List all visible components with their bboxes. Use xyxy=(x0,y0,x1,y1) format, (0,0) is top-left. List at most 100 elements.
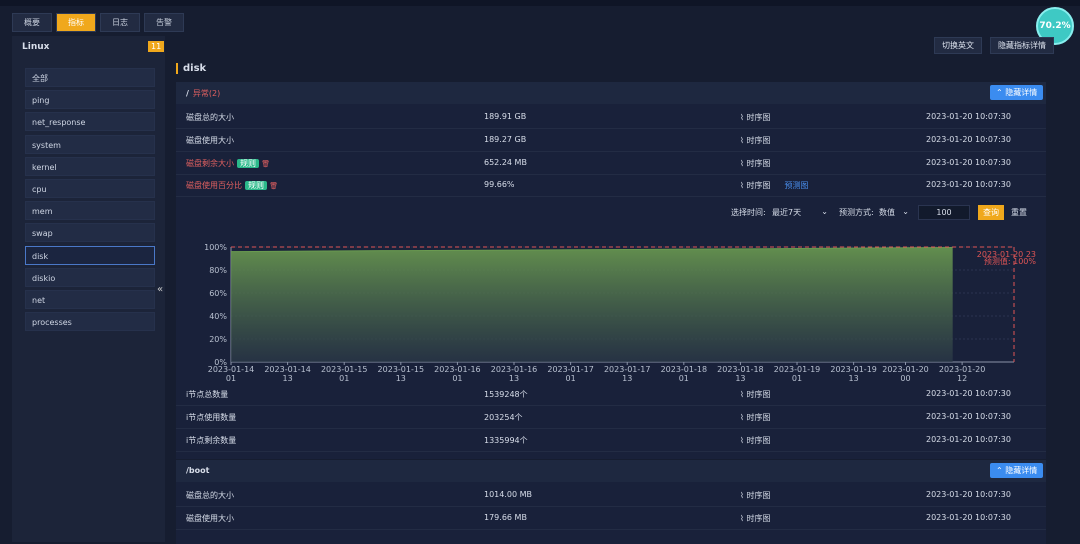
sidebar-item[interactable]: swap xyxy=(25,223,155,243)
link[interactable]: 时序图 xyxy=(746,412,771,422)
row-value: 1335994个 xyxy=(484,435,528,445)
link[interactable]: 时序图 xyxy=(746,181,771,191)
row-bg xyxy=(176,106,1046,129)
link[interactable]: 时序图 xyxy=(746,491,771,500)
row-label: i节点剩余数量 xyxy=(186,435,236,446)
x-tick-label: 2023-01-14 01 xyxy=(208,365,255,383)
row-link: ⌇ 时序图 xyxy=(740,412,770,423)
toggle-button[interactable]: ⌃ 隐藏详情 xyxy=(990,463,1044,478)
row-label: 磁盘使用大小 xyxy=(186,135,234,146)
section-title: disk xyxy=(176,63,206,74)
group-header xyxy=(176,460,1046,482)
link[interactable]: 时序图 xyxy=(746,158,771,168)
label: i节点总数量 xyxy=(186,390,229,399)
x-tick-label: 2023-01-19 01 xyxy=(774,365,821,383)
row-value: 189.27 GB xyxy=(484,134,527,144)
label: 磁盘总的大小 xyxy=(186,113,234,122)
link[interactable]: 时序图 xyxy=(746,435,771,445)
query-button[interactable]: 查询 xyxy=(978,205,1004,220)
y-tick-label: 60% xyxy=(209,289,227,298)
label: 磁盘使用大小 xyxy=(186,135,234,145)
row-label: 磁盘总的大小 xyxy=(186,112,234,123)
select[interactable]: 最近7天 ⌄ xyxy=(772,207,828,217)
annotation-x: 2023-01-20 23 xyxy=(977,250,1036,259)
chart-icon: ⌇ xyxy=(740,513,747,523)
tag[interactable]: 规则 xyxy=(245,181,267,191)
tab[interactable]: 指标 xyxy=(56,13,96,32)
tab[interactable]: 日志 xyxy=(100,13,140,32)
sidebar-item[interactable]: diskio xyxy=(25,267,155,287)
row-time: 2023-01-20 10:07:30 xyxy=(926,512,1011,522)
sidebar-item[interactable]: 全部 xyxy=(25,68,155,87)
tag[interactable]: 规则 xyxy=(237,158,259,168)
y-tick-label: 0% xyxy=(214,358,227,367)
area xyxy=(231,247,953,362)
row-value: 652.24 MB xyxy=(484,157,527,167)
link[interactable]: 时序图 xyxy=(746,135,771,145)
sidebar-item[interactable]: system xyxy=(25,134,155,154)
button[interactable]: 隐藏指标详情 xyxy=(990,37,1054,54)
link[interactable]: 时序图 xyxy=(746,113,771,122)
sidebar-item[interactable]: mem xyxy=(25,201,155,221)
x-tick-label: 2023-01-20 00 xyxy=(882,365,929,383)
name: /boot xyxy=(186,466,210,475)
row-time: 2023-01-20 10:07:30 xyxy=(926,411,1011,421)
chart-icon: ⌇ xyxy=(740,181,747,191)
row-link: ⌇ 时序图 xyxy=(740,435,770,446)
chart-icon: ⌇ xyxy=(740,390,747,399)
collapse-icon[interactable]: « xyxy=(157,284,164,295)
row-time: 2023-01-20 10:07:30 xyxy=(926,112,1011,121)
select[interactable]: 数值 ⌄ xyxy=(879,207,909,217)
predict-link[interactable]: 预测图 xyxy=(784,181,809,191)
x-tick-label: 2023-01-15 13 xyxy=(378,365,425,383)
reset-button[interactable]: 重置 xyxy=(1011,208,1027,217)
toggle[interactable]: 隐藏详情 xyxy=(1005,466,1038,475)
x-tick-label: 2023-01-18 13 xyxy=(717,365,764,383)
row-time: 2023-01-20 10:07:30 xyxy=(926,157,1011,167)
chart-icon: ⌇ xyxy=(740,113,747,122)
x-tick-label: 2023-01-16 13 xyxy=(491,365,538,383)
y-tick-label: 100% xyxy=(204,243,227,252)
chart-icon: ⌇ xyxy=(740,435,747,445)
delete-icon[interactable]: 🗑 xyxy=(259,159,271,168)
row-link: ⌇ 时序图 预测图 xyxy=(740,180,808,191)
sidebar-item[interactable]: net_response xyxy=(25,112,155,132)
row-link: ⌇ 时序图 xyxy=(740,490,770,501)
row-time: 2023-01-20 10:07:30 xyxy=(926,134,1011,144)
sidebar-item[interactable]: processes xyxy=(25,312,155,332)
control-label: 选择时间: xyxy=(731,208,766,217)
badge: 11 xyxy=(148,41,165,52)
row-time: 2023-01-20 10:07:30 xyxy=(926,180,1011,190)
x-tick-label: 2023-01-16 01 xyxy=(434,365,481,383)
sidebar-item[interactable]: kernel xyxy=(25,156,155,176)
y-tick-label: 40% xyxy=(209,312,227,321)
name: / xyxy=(186,89,189,98)
tab[interactable]: 概要 xyxy=(12,13,52,32)
x-tick-label: 2023-01-17 01 xyxy=(547,365,594,383)
sidebar-item[interactable]: ping xyxy=(25,90,155,110)
input[interactable]: 100 xyxy=(918,205,970,220)
sidebar-item[interactable]: disk xyxy=(25,245,155,265)
group-header xyxy=(176,82,1046,104)
row-bg xyxy=(176,152,1046,175)
delete-icon[interactable]: 🗑 xyxy=(267,182,279,191)
link[interactable]: 时序图 xyxy=(746,513,771,523)
row-bg xyxy=(176,383,1046,406)
row-bg xyxy=(176,429,1046,452)
y-tick-label: 20% xyxy=(209,335,227,344)
label: 磁盘使用百分比 xyxy=(186,181,242,191)
row-value: 1014.00 MB xyxy=(484,490,533,499)
button[interactable]: 切换英文 xyxy=(934,37,982,54)
tab[interactable]: 告警 xyxy=(144,13,184,32)
control-label: 预测方式: xyxy=(839,208,874,217)
label: 磁盘总的大小 xyxy=(186,491,234,500)
toggle[interactable]: 隐藏详情 xyxy=(1005,88,1038,97)
x-tick-label: 2023-01-19 13 xyxy=(830,365,877,383)
label: 磁盘剩余大小 xyxy=(186,158,234,168)
sidebar-item[interactable]: net xyxy=(25,290,155,309)
sidebar-title: Linux xyxy=(22,42,50,52)
toggle-button[interactable]: ⌃ 隐藏详情 xyxy=(990,85,1044,100)
sidebar-item[interactable]: cpu xyxy=(25,179,155,198)
chart-icon: ⌇ xyxy=(740,412,747,422)
link[interactable]: 时序图 xyxy=(746,390,771,399)
